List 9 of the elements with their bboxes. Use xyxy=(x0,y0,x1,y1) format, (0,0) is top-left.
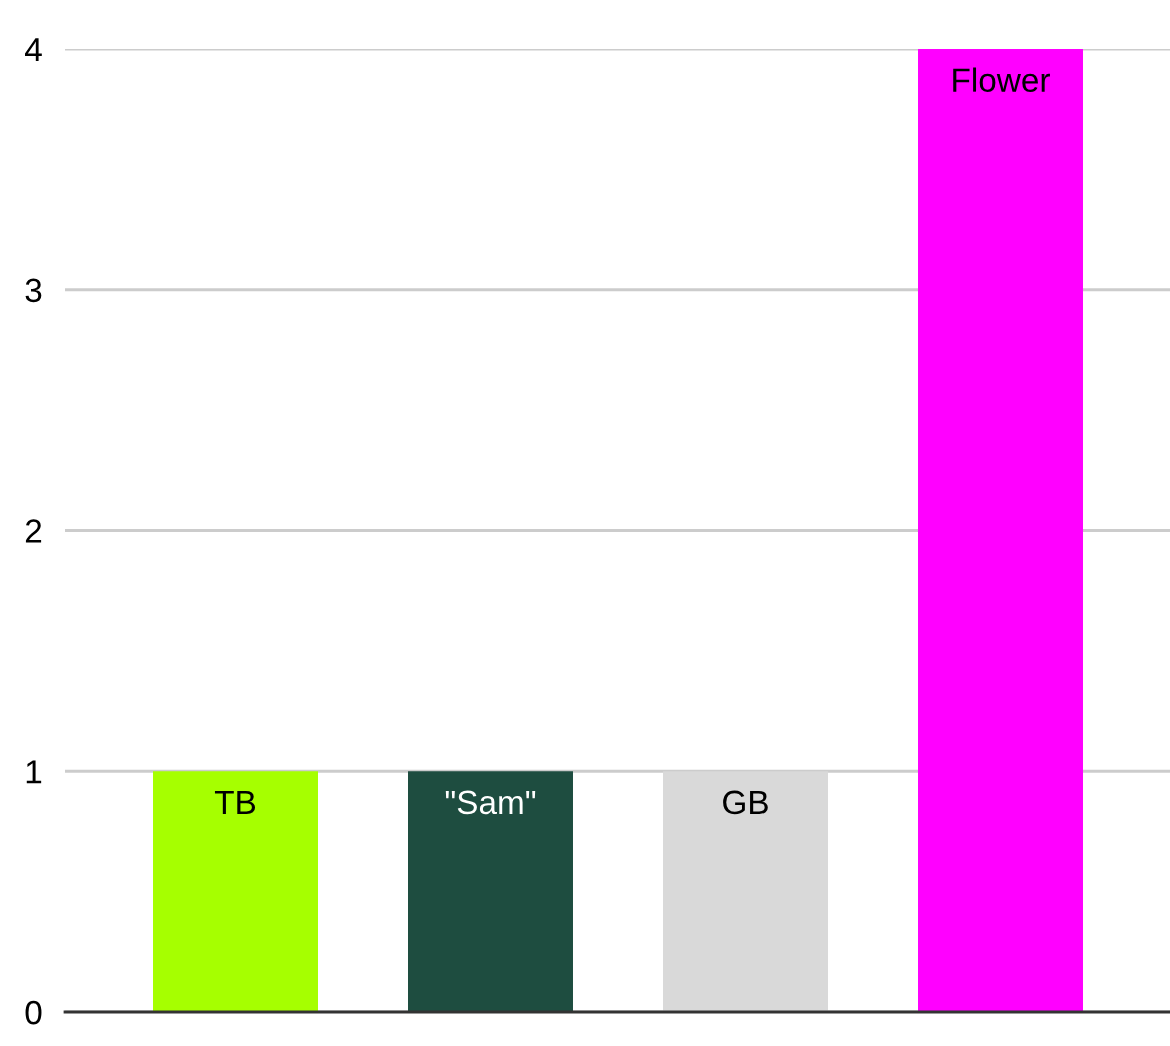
y-tick-label: 1 xyxy=(26,760,42,784)
x-tick-label: "Sam" xyxy=(445,790,536,815)
x-tick-label: Flower xyxy=(953,67,1050,92)
x-tick-label: TB xyxy=(214,790,256,814)
x-tick-label: GB xyxy=(723,790,768,815)
y-tick-label: 2 xyxy=(25,519,42,543)
y-tick-label: 0 xyxy=(25,1000,42,1025)
y-tick-label: 3 xyxy=(25,278,42,303)
y-tick-label: 4 xyxy=(25,38,42,62)
